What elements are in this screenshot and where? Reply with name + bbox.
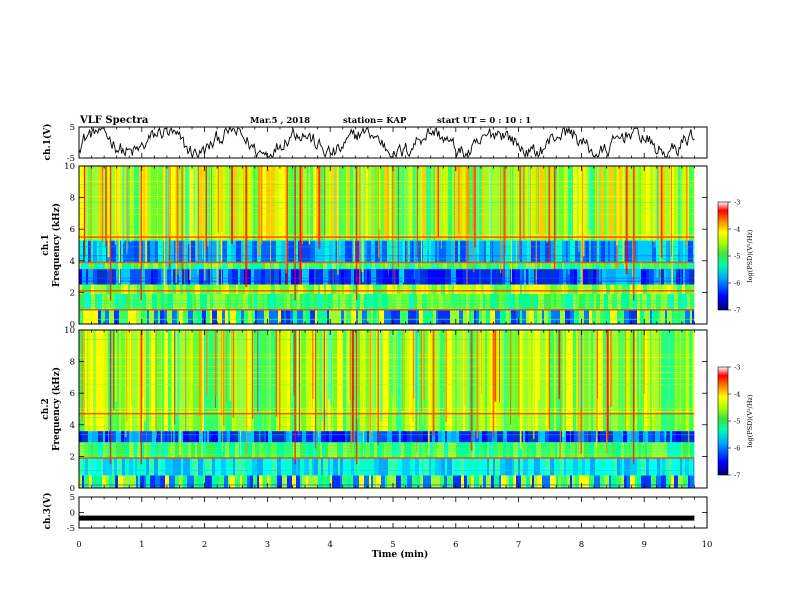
ch2-colorbar: -3 -4 -5 -6 -7 log(PSD)(V²/Hz): [717, 364, 754, 480]
colorbar-tick-label: -3: [734, 199, 740, 207]
ch2-spectrogram-ytick-label: 10: [64, 326, 75, 336]
ch1-waveform-ylabel: ch.1(V): [42, 124, 53, 161]
colorbar-tick-label: -4: [734, 391, 740, 399]
ch3-waveform-ytick-label: 0: [70, 509, 75, 519]
x-tick-label: 8: [579, 540, 584, 550]
ch1-waveform-trace: [78, 126, 695, 159]
ch2-spectrogram-ytick-label: 4: [70, 421, 75, 431]
ch1-spectrogram-ytick-label: 6: [70, 225, 75, 235]
ch1-spectrogram-ytick-label: 10: [64, 162, 75, 172]
ch2-spectrogram-ylabel-channel: ch.2: [41, 398, 51, 419]
ch1-waveform-ytick-label: -5: [67, 154, 75, 164]
header-station: station= KAP: [343, 116, 407, 126]
ch2-spectrogram-band: [79, 475, 695, 488]
ch2-spectrogram-ytick-label: 6: [70, 389, 75, 399]
ch2-spectrogram-ytick-label: 2: [70, 452, 75, 462]
colorbar-tick-label: -6: [734, 445, 740, 453]
ch1-spectrogram-band: [79, 284, 695, 294]
x-tick-label: 2: [202, 540, 207, 550]
ch1-spectrogram-image: [79, 166, 707, 324]
ch1-spectrogram-band: [79, 268, 696, 285]
colorbar-tick-label: -5: [734, 418, 740, 426]
ch1-spectrogram-ylabel-channel: ch.1: [41, 234, 51, 255]
ch1-colorbar: -3 -4 -5 -6 -7 log(PSD)(V²/Hz): [717, 199, 754, 315]
ch2-spectrogram-panel: 0 2 4 6 8 10: [64, 326, 708, 494]
x-tick-label: 6: [453, 540, 458, 550]
x-tick-label: 10: [702, 540, 713, 550]
x-tick-label: 9: [641, 540, 646, 550]
ch1-colorbar-label: log(PSD)(V²/Hz): [746, 229, 754, 282]
x-axis-label: Time (min): [372, 549, 429, 560]
ch1-waveform-panel: 5 -5: [67, 123, 708, 164]
x-tick-label: 4: [327, 540, 332, 550]
ch2-spectrogram-image: [79, 330, 707, 488]
ch2-spectrogram-bursts: [81, 330, 695, 465]
ch1-spectrogram-ytick-label: 2: [70, 288, 75, 298]
ch1-colorbar-scale: [717, 201, 729, 311]
ch1-spectrogram-bursts: [83, 166, 688, 301]
x-tick-label: 5: [390, 540, 395, 550]
ch3-waveform-ytick-label: 5: [70, 493, 75, 503]
ch2-spectrogram-band: [79, 442, 698, 458]
colorbar-tick-label: -6: [734, 280, 740, 288]
colorbar-tick-label: -4: [734, 226, 740, 234]
ch2-spectrogram-ytick-label: 0: [70, 484, 75, 494]
ch3-waveform-ytick-label: -5: [67, 524, 75, 534]
ch1-spectrogram-ylabel-frequency: Frequency (kHz): [51, 203, 62, 287]
ch3-waveform-trace: [79, 515, 695, 521]
ch2-colorbar-scale: [717, 366, 729, 476]
colorbar-tick-label: -7: [734, 307, 740, 315]
ch2-spectrogram-ytick-label: 8: [70, 358, 75, 368]
ch1-spectrogram-ytick-label: 8: [70, 194, 75, 204]
ch1-spectrogram-panel: 0 2 4 6 8 10: [64, 162, 708, 330]
x-axis-ticks: 0 1 2 3 4 5 6 7 8 9 10: [76, 540, 712, 550]
figure-title: VLF Spectra: [79, 115, 149, 126]
header-start-ut: start UT = 0 : 10 : 1: [437, 116, 531, 126]
ch1-spectrogram-ytick-label: 0: [70, 320, 75, 330]
ch2-spectrogram-band: [79, 431, 699, 443]
x-tick-label: 3: [265, 540, 270, 550]
ch1-waveform-ytick-label: 5: [70, 123, 75, 133]
x-tick-label: 7: [516, 540, 521, 550]
ch1-spectrogram-band: [79, 240, 697, 263]
ch2-spectrogram-band: [79, 458, 696, 476]
colorbar-tick-label: -7: [734, 472, 740, 480]
ch1-spectrogram-band: [79, 294, 697, 310]
ch3-waveform-panel: 5 0 -5: [67, 493, 708, 534]
ch1-spectrogram-ytick-label: 4: [70, 257, 75, 267]
x-tick-label: 1: [139, 540, 144, 550]
x-tick-label: 0: [76, 540, 81, 550]
colorbar-tick-label: -5: [734, 253, 740, 261]
ch1-spectrogram-band: [79, 309, 697, 324]
colorbar-tick-label: -3: [734, 364, 740, 372]
ch3-waveform-ylabel: ch.3(V): [42, 493, 53, 530]
ch2-colorbar-label: log(PSD)(V²/Hz): [746, 394, 754, 447]
header-date: Mar.5 , 2018: [250, 116, 310, 126]
ch2-spectrogram-ylabel-frequency: Frequency (kHz): [51, 367, 62, 451]
